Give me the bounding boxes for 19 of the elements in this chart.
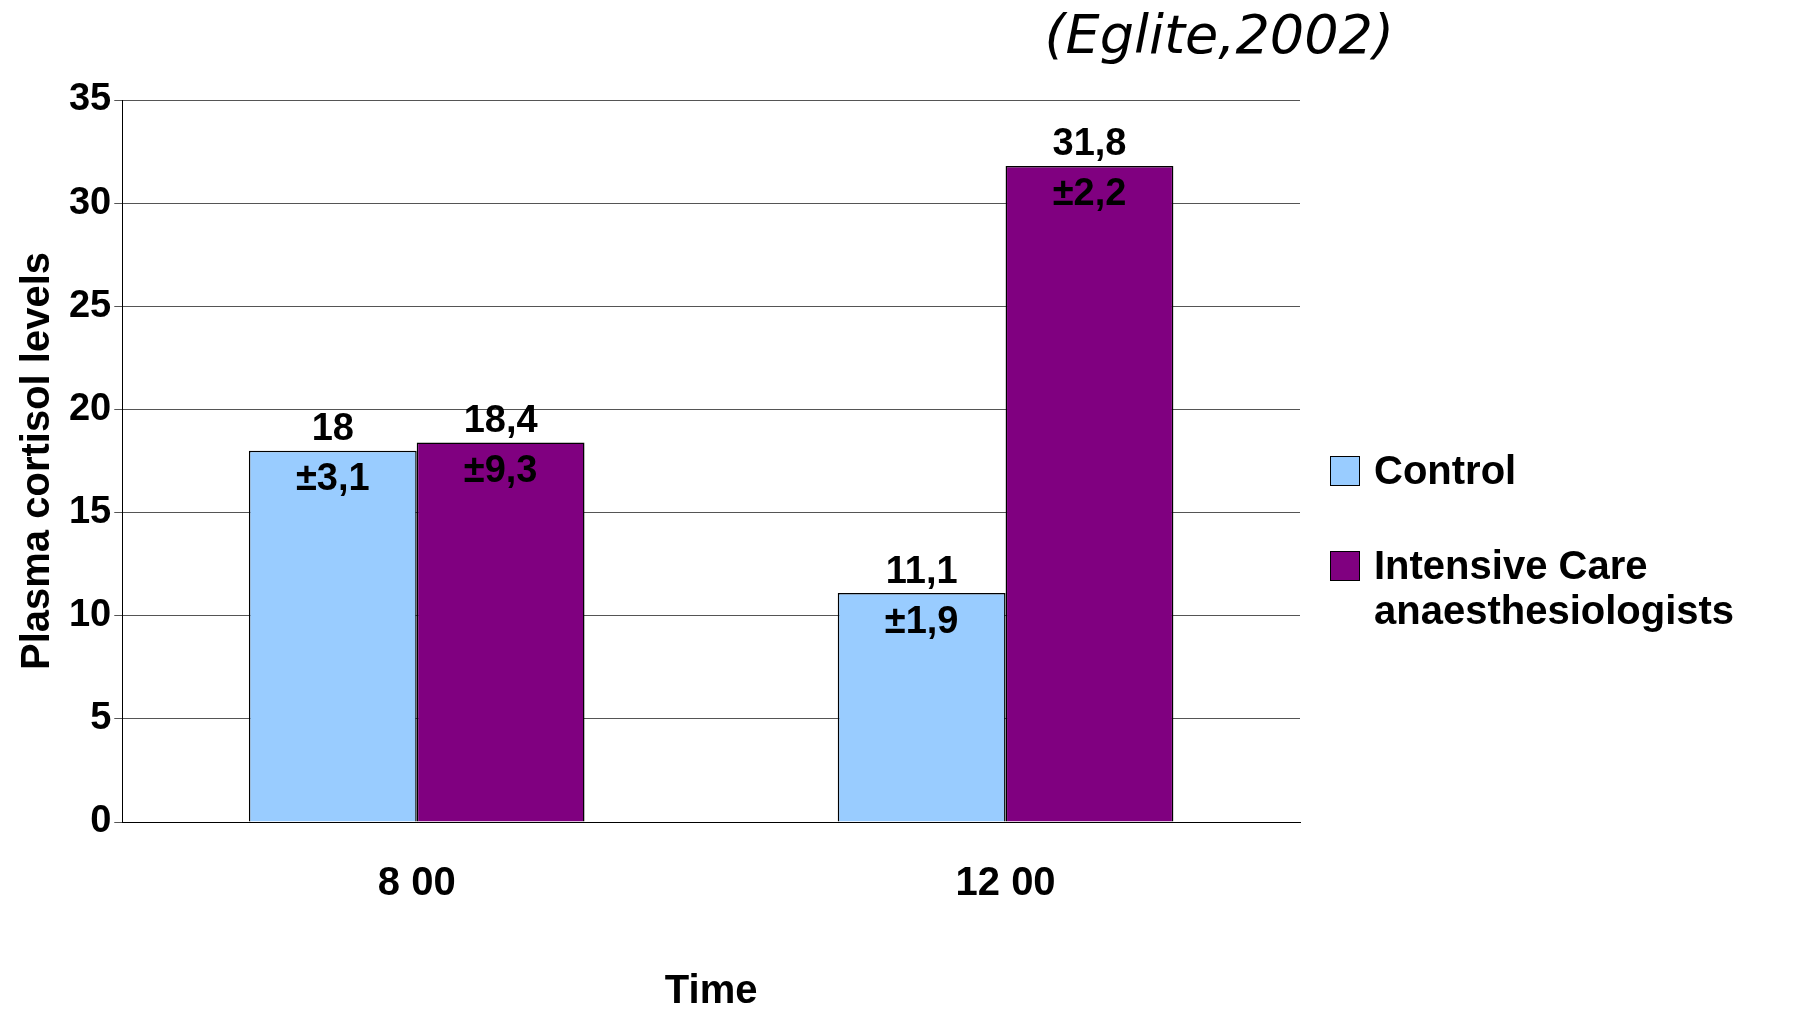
legend-label: Intensive Care anaesthesiologists: [1374, 542, 1736, 633]
y-tick-label: 30: [68, 179, 112, 222]
y-tick-label: 5: [90, 695, 112, 738]
data-label: 18,4 ±9,3: [463, 397, 538, 490]
y-tick-label: 35: [68, 76, 112, 119]
y-axis-title: Plasma cortisol levels: [13, 251, 58, 671]
y-tick-label: 25: [68, 282, 112, 325]
y-tick-label: 15: [68, 489, 112, 532]
x-tick-label: 12 00: [955, 859, 1056, 904]
legend-label: Control: [1374, 447, 1517, 493]
chart-title: (Eglite,2002): [1043, 2, 1395, 68]
x-axis-title: Time: [664, 967, 758, 1012]
data-label: 18 ±3,1: [295, 406, 370, 499]
data-label: 11,1 ±1,9: [884, 548, 959, 641]
x-tick-label: 8 00: [377, 859, 456, 904]
y-tick-label: 20: [68, 385, 112, 428]
data-label: 31,8 ±2,2: [1052, 121, 1127, 214]
y-tick-label: 10: [68, 592, 112, 635]
y-tick-label: 0: [90, 798, 112, 841]
